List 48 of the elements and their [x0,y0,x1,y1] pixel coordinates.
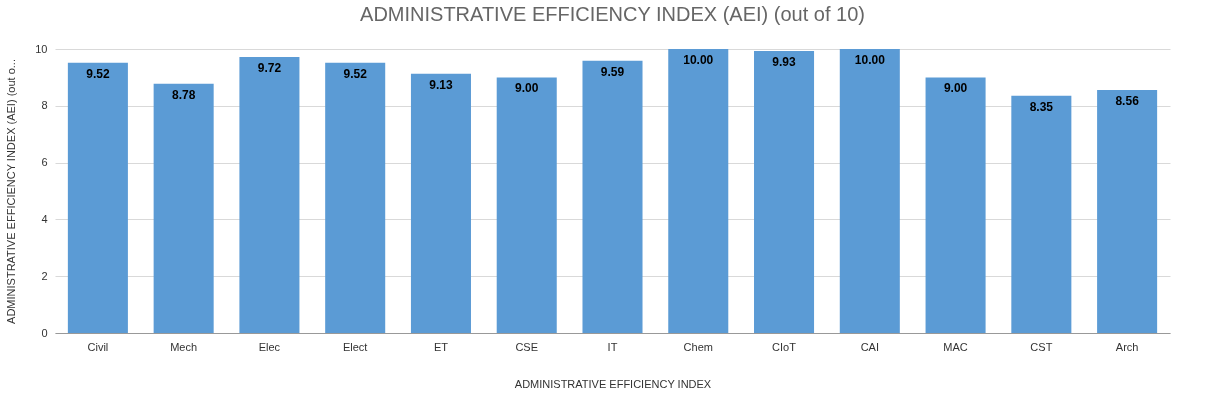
bar [668,49,729,333]
data-label: 9.59 [600,64,625,79]
bar [496,77,557,333]
data-label: 9.00 [515,81,539,96]
x-tick-label: Mech [170,340,198,353]
bar [410,73,471,333]
y-axis-title: ADMINISTRATIVE EFFICIENCY INDEX (AEI) (out o... [5,59,18,324]
data-label: 8.35 [1029,99,1054,114]
bar [239,56,300,333]
data-label: 10.00 [854,53,886,67]
x-tick-label: CIoT [772,340,797,353]
y-tick-label: 0 [41,326,48,339]
data-label: 9.00 [943,81,968,96]
chart-title: ADMINISTRATIVE EFFICIENCY INDEX (AEI) (out of 10) [360,3,865,25]
x-tick-label: IT [607,340,618,353]
data-label: 8.78 [171,87,196,102]
bar [1097,89,1158,333]
bar [67,62,128,333]
x-tick-label: Civil [87,340,109,353]
x-axis-title: ADMINISTRATIVE EFFICIENCY INDEX [514,377,712,390]
bar [153,83,214,333]
y-tick-label: 4 [41,212,48,225]
x-tick-label: CAI [860,340,879,353]
data-label: 9.93 [772,54,797,69]
x-tick-label: Chem [683,340,713,353]
bar [839,49,900,333]
bar [925,77,986,333]
x-tick-label: MAC [943,340,968,353]
x-tick-label: ET [433,340,449,353]
bar [325,62,386,333]
y-tick-label: 8 [41,99,48,112]
data-label: 9.13 [429,77,453,92]
x-tick-label: CST [1030,340,1053,353]
y-tick-label: 10 [35,42,48,55]
x-tick-label: Arch [1115,340,1139,353]
data-label: 9.52 [343,66,368,81]
data-label: 9.72 [257,60,282,75]
data-label: 10.00 [683,53,714,67]
bar [1011,95,1072,333]
bar [582,60,643,333]
x-tick-label: Elect [342,340,368,353]
bar [754,50,815,333]
y-tick-label: 6 [41,156,48,169]
x-tick-label: Elec [258,340,281,353]
data-label: 8.56 [1115,93,1140,108]
x-tick-label: CSE [515,340,539,353]
y-tick-label: 2 [41,269,48,282]
data-label: 9.52 [86,66,110,81]
